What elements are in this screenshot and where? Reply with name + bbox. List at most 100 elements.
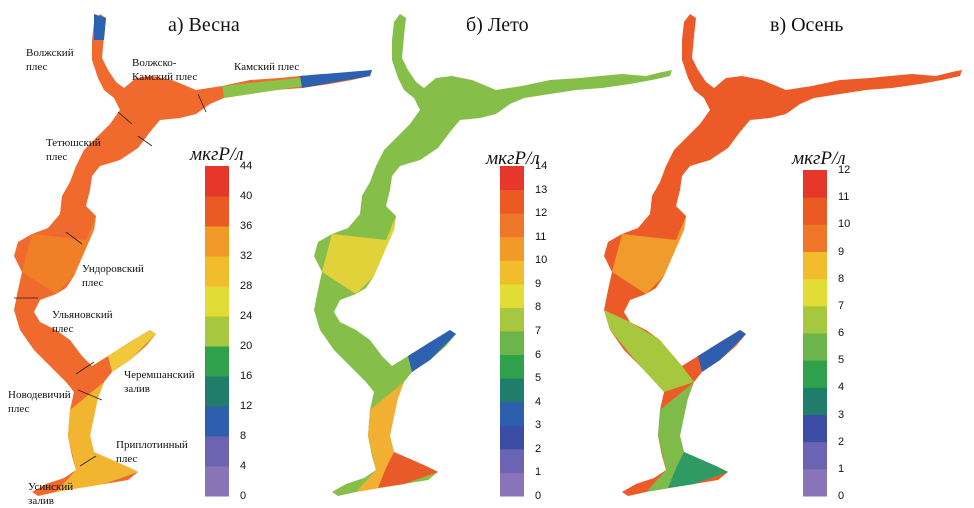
scale-tick-label: 2 (535, 442, 542, 455)
scale-swatch (205, 196, 229, 227)
scale-tick-label: 4 (838, 381, 845, 394)
scale-swatch (803, 468, 827, 497)
scale-swatch (803, 387, 827, 415)
scale-tick-label: 8 (838, 272, 845, 285)
scale-swatch (803, 224, 827, 252)
scale-tick-label: 9 (838, 245, 845, 258)
panel-spring-map (14, 14, 372, 496)
scale-tick-label: 13 (535, 183, 548, 196)
cheremshan-bay (698, 330, 746, 372)
scale-swatch (803, 251, 827, 280)
scale-swatch (500, 425, 524, 450)
cheremshan-bay (108, 330, 156, 372)
scale-tick-label: 5 (535, 372, 542, 385)
scale-swatch (205, 316, 229, 347)
label-tetyushsky-reach: Тетюшский плес (46, 137, 101, 163)
scale-tick-label: 8 (535, 301, 542, 314)
panel-autumn-map (604, 14, 962, 496)
kama-mouth (300, 70, 372, 88)
label-kamsky-reach: Камский плес (234, 61, 300, 73)
scale-swatch (500, 331, 524, 356)
middle-reach (604, 310, 694, 392)
panel-title-summer: б) Лето (466, 14, 529, 36)
scale-bar-spring (205, 166, 229, 497)
panel-summer-map (314, 14, 672, 496)
scale-swatch (205, 406, 229, 437)
scale-swatch (803, 441, 827, 470)
scale-tick-label: 9 (535, 277, 542, 290)
scale-swatch (500, 189, 524, 214)
scale-swatch (205, 376, 229, 407)
scale-tick-label: 10 (838, 218, 851, 231)
scale-tick-label: 1 (535, 466, 542, 479)
scale-tick-label: 32 (240, 250, 253, 262)
scale-swatch (803, 305, 827, 334)
volga-upper-reach (94, 14, 106, 40)
panel-title-autumn: в) Осень (770, 14, 844, 36)
unit-label-summer: мкгР/л (486, 148, 540, 169)
scale-tick-label: 16 (240, 370, 253, 382)
scale-swatch (803, 333, 827, 361)
scale-swatch (205, 466, 229, 497)
panel-title-spring: а) Весна (168, 14, 240, 36)
scale-tick-label: 36 (240, 220, 253, 232)
unit-label-spring: мкгР/л (190, 144, 244, 165)
scale-swatch (205, 166, 229, 197)
scale-swatch (500, 354, 524, 379)
label-undorovsky-reach: Ундоровский плес (82, 263, 144, 289)
scale-swatch (500, 213, 524, 238)
cheremshan-bay (408, 330, 456, 372)
scale-swatch (500, 307, 524, 332)
scale-tick-label: 2 (838, 435, 845, 448)
unit-label-autumn: мкгР/л (792, 148, 846, 169)
label-ulyanovsky-reach: Ульяновский плес (52, 309, 113, 335)
label-usinsky-bay: Усинский залив (28, 481, 74, 507)
scale-swatch (500, 401, 524, 426)
scale-tick-label: 6 (535, 348, 542, 361)
scale-tick-label: 11 (535, 230, 547, 243)
scale-swatch (205, 226, 229, 257)
scale-bar-summer (500, 166, 524, 497)
scale-tick-label: 4 (240, 460, 247, 472)
scale-tick-label: 12 (535, 207, 548, 220)
scale-tick-label: 10 (535, 254, 548, 267)
scale-tick-label: 14 (535, 160, 548, 172)
label-novodevichy-reach: Новодевичий плес (8, 389, 71, 415)
central-reach (322, 216, 396, 294)
central-reach (612, 216, 686, 294)
scale-swatch (803, 170, 827, 198)
scale-swatch (500, 378, 524, 403)
scale-tick-label: 5 (838, 354, 845, 367)
central-reach (22, 216, 96, 294)
reach-boundaries (14, 93, 207, 467)
scale-swatch (205, 286, 229, 317)
label-priplotinny-reach: Приплотинный плес (116, 439, 188, 465)
scale-tick-label: 0 (535, 490, 542, 502)
scale-tick-label: 7 (535, 325, 542, 337)
scale-swatch (500, 283, 524, 308)
scale-tick-label: 12 (838, 164, 851, 176)
scale-tick-label: 4 (535, 395, 542, 408)
scale-bar-autumn (803, 170, 827, 497)
scale-swatch (803, 414, 827, 443)
scale-swatch (205, 256, 229, 287)
scale-tick-label: 11 (838, 191, 850, 204)
scale-tick-label: 28 (240, 280, 253, 292)
scale-swatch (803, 197, 827, 225)
label-volzhsko-kamsky-reach: Волжско- Камский плес (132, 57, 198, 83)
scale-tick-label: 40 (240, 190, 253, 202)
scale-swatch (500, 236, 524, 261)
scale-tick-label: 44 (240, 160, 253, 172)
scale-tick-label: 0 (240, 490, 247, 502)
scale-tick-label: 7 (838, 299, 845, 312)
scale-tick-label: 8 (240, 430, 247, 442)
scale-swatch (205, 346, 229, 377)
scale-swatch (500, 166, 524, 191)
label-cheremshan-bay: Черемшанский залив (124, 369, 195, 395)
scale-tick-label: 6 (838, 327, 845, 339)
lower-reach (56, 382, 138, 492)
scale-swatch (500, 448, 524, 473)
scale-tick-label: 24 (240, 310, 253, 322)
lower-bay (668, 452, 728, 488)
